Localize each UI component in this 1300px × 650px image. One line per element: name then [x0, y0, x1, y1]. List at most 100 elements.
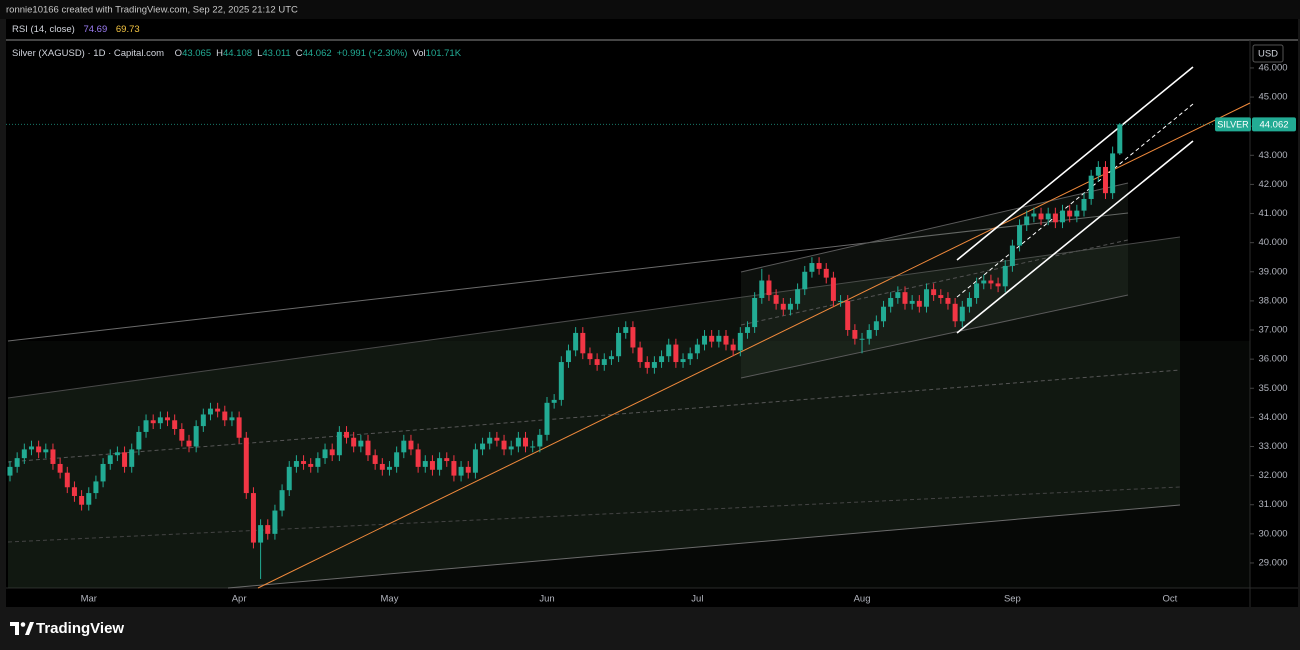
candle-body: [1095, 166, 1101, 176]
candle-body: [709, 335, 715, 342]
candle-body: [809, 263, 815, 272]
candle-body: [744, 327, 750, 333]
candle-body: [923, 289, 929, 307]
candle-body: [852, 330, 858, 339]
rsi-legend: RSI (14, close) 74.69 69.73: [12, 24, 140, 35]
candle-body: [508, 446, 514, 450]
candle-body: [623, 327, 629, 333]
candle-body: [408, 440, 414, 450]
candle-body: [36, 446, 42, 453]
candle-body: [1081, 198, 1087, 211]
candle-body: [752, 297, 758, 328]
candle-body: [1002, 265, 1008, 287]
channel-line: [740, 182, 1129, 273]
candle-body: [866, 330, 872, 339]
x-tick-label: May: [381, 594, 399, 605]
candle-body: [1031, 213, 1037, 217]
candle-body: [494, 437, 500, 441]
candle-body: [86, 493, 92, 505]
candle-body: [7, 466, 13, 476]
candle-body: [737, 332, 743, 351]
candle-body: [458, 466, 464, 476]
currency-button[interactable]: [1252, 44, 1284, 63]
legend-key: Vol: [412, 48, 425, 59]
price-tag-name-bg: [1215, 117, 1251, 132]
candle-body: [916, 300, 922, 307]
candle-body: [759, 280, 765, 298]
channel-line: [956, 140, 1194, 334]
candle-body: [881, 306, 887, 322]
candle-body: [702, 335, 708, 345]
candle-body: [222, 411, 228, 421]
candle-body: [179, 429, 185, 441]
candle-body: [1088, 175, 1094, 199]
candle-body: [279, 490, 285, 511]
candle-body: [902, 292, 908, 304]
y-tick-label: 37.000: [1258, 325, 1287, 336]
candle-body: [845, 300, 851, 331]
candle-body: [286, 466, 292, 491]
candle-body: [580, 332, 586, 354]
candle-body: [487, 437, 493, 444]
candle-body: [601, 359, 607, 365]
y-tick-label: 40.000: [1258, 237, 1287, 248]
candle-body: [43, 449, 49, 453]
candle-body: [616, 332, 622, 357]
candle-body: [229, 417, 235, 421]
candle-body: [465, 466, 471, 473]
candle-body: [79, 495, 85, 505]
y-tick-label: 42.000: [1258, 179, 1287, 190]
candle-body: [272, 510, 278, 534]
candle-body: [243, 437, 249, 494]
candle-body: [938, 295, 944, 298]
candle-body: [1074, 210, 1080, 217]
candle-body: [873, 321, 879, 331]
candle-body: [415, 449, 421, 467]
y-tick-label: 32.000: [1258, 470, 1287, 481]
symbol-legend: Silver (XAGUSD) · 1D · Capital.com O43.0…: [12, 48, 462, 59]
candle-body: [995, 283, 1001, 287]
x-tick-label: Jun: [539, 594, 554, 605]
candle-body: [573, 332, 579, 351]
candle-body: [988, 280, 994, 284]
y-tick-label: 34.000: [1258, 412, 1287, 423]
candle-body: [21, 449, 27, 459]
legend-value: 44.108: [223, 48, 252, 59]
candle-body: [14, 458, 20, 467]
legend-key: L: [257, 48, 262, 59]
channel-midline: [740, 239, 1129, 326]
candle-body: [308, 463, 314, 467]
candle-body: [480, 443, 486, 450]
brand-name: TradingView: [36, 620, 124, 637]
x-tick-label: Jul: [691, 594, 703, 605]
candle-body: [379, 463, 385, 470]
candle-body: [608, 356, 614, 360]
candle-body: [1060, 210, 1066, 223]
candle-body: [157, 417, 163, 424]
channel-midline: [956, 103, 1194, 298]
candle-body: [544, 402, 550, 435]
candle-body: [336, 431, 342, 456]
currency-label[interactable]: USD: [1258, 49, 1278, 60]
logo-mark: [20, 622, 26, 627]
candle-body: [265, 525, 271, 534]
candle-body: [723, 335, 729, 345]
rsi-value: 74.69: [83, 24, 107, 35]
x-tick-label: Oct: [1163, 594, 1178, 605]
legend-value: 44.062: [303, 48, 332, 59]
candle-body: [945, 297, 951, 304]
candle-body: [838, 300, 844, 302]
candle-body: [472, 449, 478, 473]
legend-key: C: [296, 48, 303, 59]
candle-body: [200, 414, 206, 427]
candle-body: [530, 446, 536, 448]
x-tick-label: Aug: [854, 594, 871, 605]
y-tick-label: 29.000: [1258, 557, 1287, 568]
channel-fill: [8, 341, 1250, 588]
y-tick-label: 46.000: [1258, 62, 1287, 73]
candle-body: [694, 344, 700, 354]
rsi-title: RSI (14, close): [12, 24, 75, 35]
candle-body: [558, 362, 564, 400]
candle-body: [981, 280, 987, 284]
candle-body: [143, 420, 149, 432]
